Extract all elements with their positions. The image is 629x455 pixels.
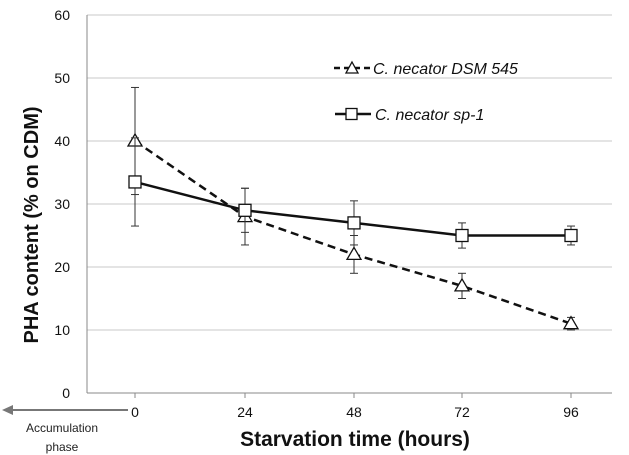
legend-label-sp1: C. necator sp-1: [375, 107, 484, 124]
y-tick-label: 10: [54, 322, 70, 338]
square-marker-icon: [345, 107, 358, 121]
series-layer: [126, 86, 580, 331]
data-point-square: [347, 216, 361, 230]
legend-item-dsm545: C. necator DSM 545: [334, 60, 518, 78]
legend: C. necator DSM 545 C. necator sp-1: [334, 60, 518, 124]
x-axis-title: Starvation time (hours): [240, 428, 470, 451]
x-tick-label: 24: [237, 404, 253, 420]
accumulation-label-line1: Accumulation: [26, 421, 98, 435]
y-tick-label: 40: [54, 133, 70, 149]
data-point-square: [455, 228, 469, 243]
x-tick-label: 96: [563, 404, 579, 420]
y-tick-label: 20: [54, 259, 70, 275]
legend-item-sp1: C. necator sp-1: [335, 107, 484, 124]
x-tick-label: 72: [454, 404, 470, 420]
series-dsm545: [126, 86, 580, 331]
left-arrow-icon: [2, 405, 13, 415]
data-point-square: [128, 175, 142, 189]
gridlines: [87, 14, 612, 331]
accumulation-annotation: Accumulation phase: [2, 405, 128, 454]
data-point-square: [238, 203, 252, 217]
y-tick-label: 30: [54, 196, 70, 212]
triangle-marker-icon: [344, 60, 360, 74]
data-point-triangle: [562, 315, 580, 330]
x-tick-label: 0: [131, 404, 139, 420]
y-tick-label: 60: [54, 7, 70, 23]
series-line-dsm545: [134, 139, 572, 325]
x-tick-label: 48: [346, 404, 362, 420]
accumulation-label-line2: phase: [46, 440, 79, 454]
data-point-triangle: [345, 246, 363, 261]
legend-label-dsm545: C. necator DSM 545: [373, 61, 518, 78]
y-tick-label: 50: [54, 70, 70, 86]
y-tick-labels: 0 10 20 30 40 50 60: [54, 7, 70, 401]
data-point-triangle: [453, 277, 471, 292]
y-tick-label: 0: [62, 385, 70, 401]
y-axis-title: PHA content (% on CDM): [21, 106, 43, 343]
data-point-square: [564, 228, 578, 243]
axes: [86, 15, 612, 394]
series-sp1: [128, 137, 578, 249]
x-tick-labels: 0 24 48 72 96: [131, 393, 579, 420]
